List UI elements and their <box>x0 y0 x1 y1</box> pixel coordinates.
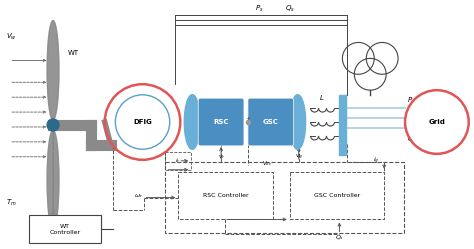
Text: Grid: Grid <box>428 119 445 125</box>
Ellipse shape <box>47 130 59 229</box>
Bar <box>29 215 101 243</box>
Bar <box>290 172 384 219</box>
Text: $V_{dc}$: $V_{dc}$ <box>262 159 272 168</box>
Text: $i_r$: $i_r$ <box>175 156 181 165</box>
FancyBboxPatch shape <box>248 98 294 146</box>
Bar <box>165 152 191 170</box>
Text: $T_m$: $T_m$ <box>6 197 17 208</box>
Text: $Q_s$: $Q_s$ <box>335 234 344 242</box>
FancyBboxPatch shape <box>198 98 244 146</box>
Text: $P_g$: $P_g$ <box>407 96 416 107</box>
Text: DFIG: DFIG <box>133 119 152 125</box>
Text: $i_g$: $i_g$ <box>373 155 379 166</box>
Text: $Q_s$: $Q_s$ <box>285 4 295 14</box>
Text: GSC: GSC <box>263 119 279 125</box>
Text: $V_w$: $V_w$ <box>6 31 17 42</box>
Polygon shape <box>290 95 306 149</box>
Text: RSC: RSC <box>213 119 229 125</box>
Text: WT: WT <box>67 50 79 56</box>
Text: $v_g$: $v_g$ <box>295 153 304 162</box>
Text: $Q_g$: $Q_g$ <box>407 135 418 146</box>
Text: $P_s$: $P_s$ <box>255 4 264 14</box>
Text: WT
Controller: WT Controller <box>49 224 81 235</box>
Text: $v_r$: $v_r$ <box>218 153 226 161</box>
Bar <box>178 172 273 219</box>
Circle shape <box>115 95 170 149</box>
Polygon shape <box>184 95 200 149</box>
Text: GSC Controller: GSC Controller <box>314 193 360 198</box>
Circle shape <box>47 119 59 131</box>
Circle shape <box>405 90 469 154</box>
Text: RSC Controller: RSC Controller <box>203 193 248 198</box>
Text: $\omega_r$: $\omega_r$ <box>134 192 143 200</box>
Text: +: + <box>246 116 250 121</box>
Bar <box>165 162 404 233</box>
Text: L: L <box>319 95 323 101</box>
Ellipse shape <box>47 21 59 120</box>
